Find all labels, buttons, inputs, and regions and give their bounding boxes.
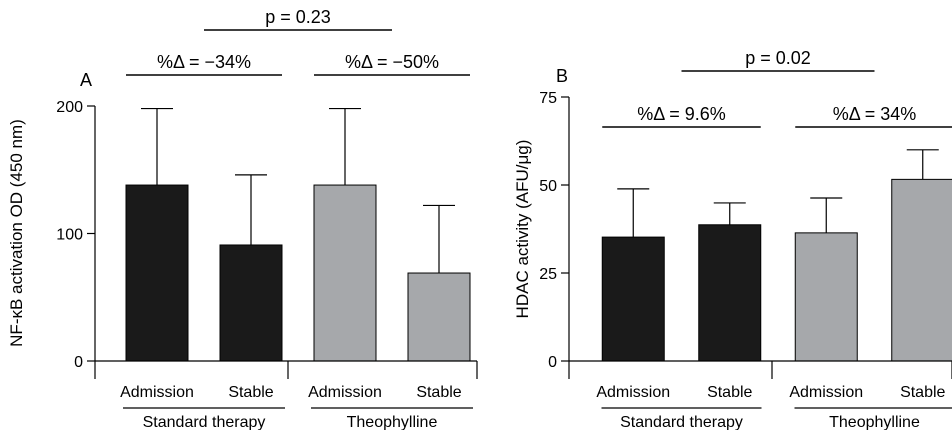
x-category-label: Stable (900, 384, 945, 401)
group-label: Standard therapy (143, 414, 266, 430)
y-tick-label: 100 (56, 227, 83, 244)
panel-label: B (556, 66, 568, 86)
x-category-label: Admission (789, 384, 863, 401)
y-tick-label: 50 (539, 178, 557, 195)
bar (794, 232, 858, 362)
x-category-label: Admission (120, 384, 194, 401)
group-label: Theophylline (829, 414, 920, 430)
bar (698, 224, 762, 362)
x-category-label: Stable (416, 384, 461, 401)
annotation-label: p = 0.23 (265, 7, 331, 27)
group-label: Standard therapy (620, 414, 743, 430)
y-axis-label: HDAC activity (AFU/μg) (513, 140, 532, 319)
x-category-label: Stable (228, 384, 273, 401)
bar (601, 236, 665, 362)
panel-label: A (80, 70, 92, 90)
y-tick-label: 0 (548, 354, 557, 371)
annotation-label: %Δ = 9.6% (637, 104, 726, 124)
annotation-label: %Δ = −50% (345, 52, 439, 72)
annotation-label: p = 0.02 (745, 48, 811, 68)
y-tick-label: 200 (56, 99, 83, 116)
x-category-label: Stable (707, 384, 752, 401)
bar (407, 272, 471, 362)
y-axis-label: NF-κB activation OD (450 nm) (7, 119, 26, 347)
bar (219, 244, 283, 362)
bar (891, 178, 952, 362)
group-label: Theophylline (347, 414, 438, 430)
y-tick-label: 75 (539, 90, 557, 107)
y-tick-label: 25 (539, 266, 557, 283)
annotation-label: %Δ = −34% (157, 52, 251, 72)
bar (125, 184, 189, 362)
x-category-label: Admission (596, 384, 670, 401)
x-category-label: Admission (308, 384, 382, 401)
annotation-label: %Δ = 34% (833, 104, 917, 124)
panel-a: 0 100 200 Admission Stable Admission Stable Sta… (7, 7, 478, 430)
panel-b: 0 25 50 75 Admission Stable Admission Stable Sta… (513, 48, 952, 430)
bar (313, 184, 377, 362)
y-tick-label: 0 (74, 354, 83, 371)
